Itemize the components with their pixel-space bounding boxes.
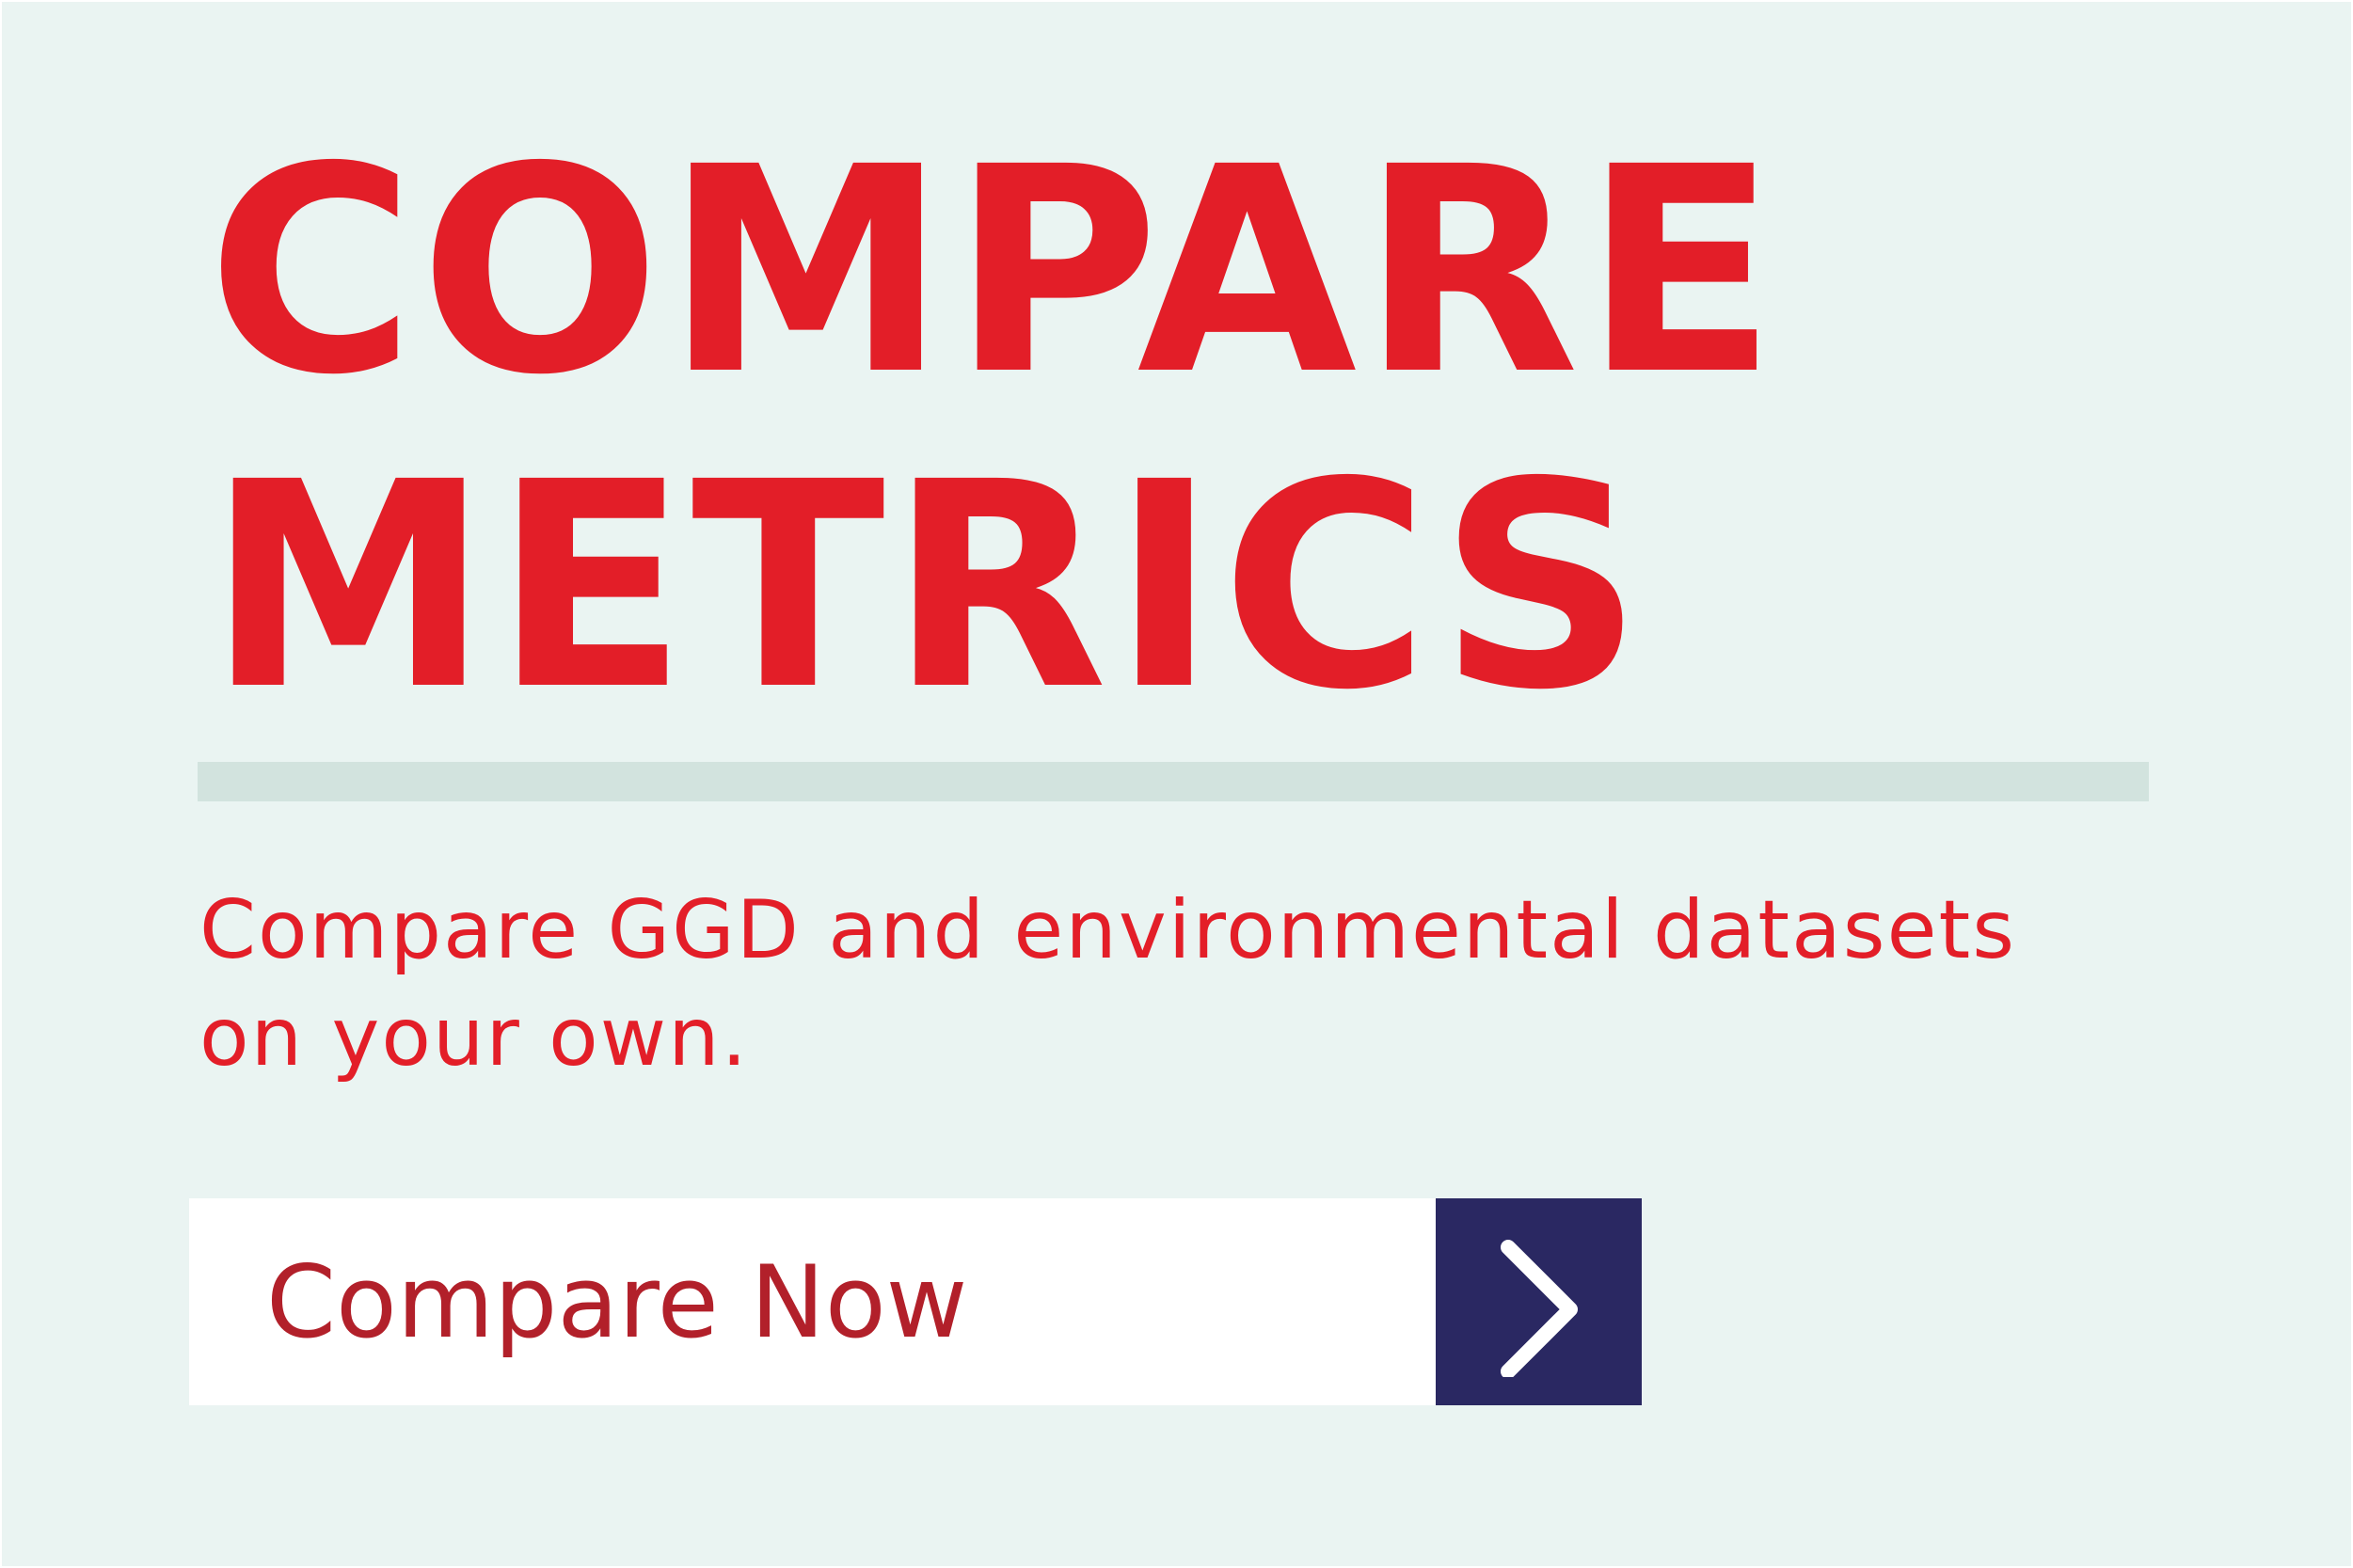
- description: Compare GGD and environmental datasets o…: [199, 877, 2016, 1091]
- title-line-2: METRICS: [207, 422, 1647, 752]
- chevron-right-icon: [1500, 1240, 1578, 1377]
- description-line-1: Compare GGD and environmental datasets: [199, 883, 2017, 977]
- description-line-2: on your own.: [199, 990, 749, 1085]
- page-title: COMPARE METRICS: [207, 115, 1781, 745]
- title-line-1: COMPARE: [207, 107, 1782, 437]
- compare-now-button[interactable]: Compare Now: [189, 1198, 1642, 1405]
- cta-arrow-box[interactable]: [1436, 1198, 1642, 1405]
- divider: [198, 762, 2149, 801]
- compare-now-label[interactable]: Compare Now: [189, 1198, 1436, 1405]
